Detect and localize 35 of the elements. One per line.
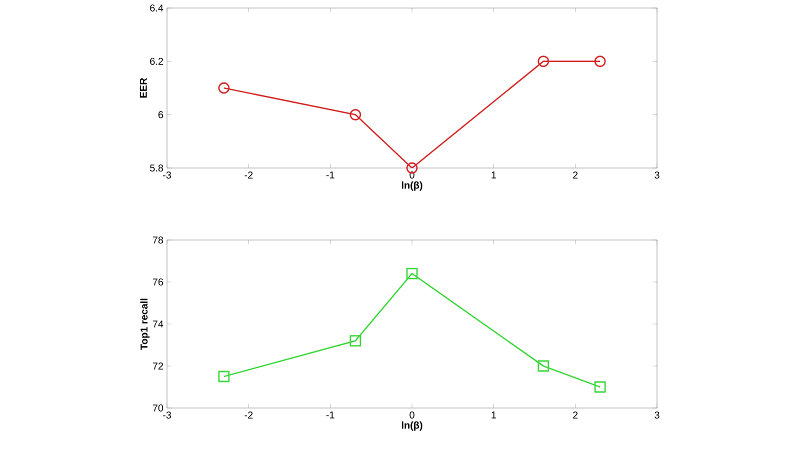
x-tick-label: 0 <box>410 412 414 419</box>
point <box>594 381 606 393</box>
x-tick-label: -1 <box>326 412 334 418</box>
x-tick-label: 3 <box>654 172 660 179</box>
x-tick-label: -2 <box>244 412 253 418</box>
point <box>218 82 230 94</box>
y-tick-label: 74 <box>152 320 164 328</box>
x-tick-label: -3 <box>163 172 171 179</box>
y-tick-label: 72 <box>152 362 163 370</box>
x-tick-label: 2 <box>573 172 578 178</box>
point <box>218 370 230 382</box>
y-tick-label: 76 <box>152 278 164 286</box>
x-tick-label: 2 <box>573 412 578 418</box>
x-tick-label: -1 <box>326 172 334 178</box>
y-axis-title: Top1 recall <box>140 298 150 350</box>
y-tick-label: 6.4 <box>150 4 164 12</box>
x-axis-title: ln(β) <box>402 181 422 191</box>
point <box>538 360 550 372</box>
x-tick-label: 1 <box>492 412 496 418</box>
x-axis-title: ln(β) <box>402 421 422 431</box>
point <box>350 108 362 120</box>
y-tick-label: 70 <box>152 404 164 412</box>
x-tick-label: 1 <box>492 172 496 178</box>
x-tick-label: 3 <box>654 412 660 419</box>
y-axis-title: EER <box>140 78 147 98</box>
y-tick-label: 6.2 <box>150 58 163 65</box>
y-tick-label: 78 <box>152 236 164 244</box>
y-tick-label: 6 <box>158 111 164 118</box>
point <box>594 56 606 68</box>
x-tick-label: -2 <box>244 172 253 178</box>
y-tick-label: 5.8 <box>150 164 164 172</box>
point <box>350 335 362 347</box>
point <box>406 268 418 280</box>
x-tick-label: -3 <box>163 412 171 419</box>
point <box>538 56 550 68</box>
